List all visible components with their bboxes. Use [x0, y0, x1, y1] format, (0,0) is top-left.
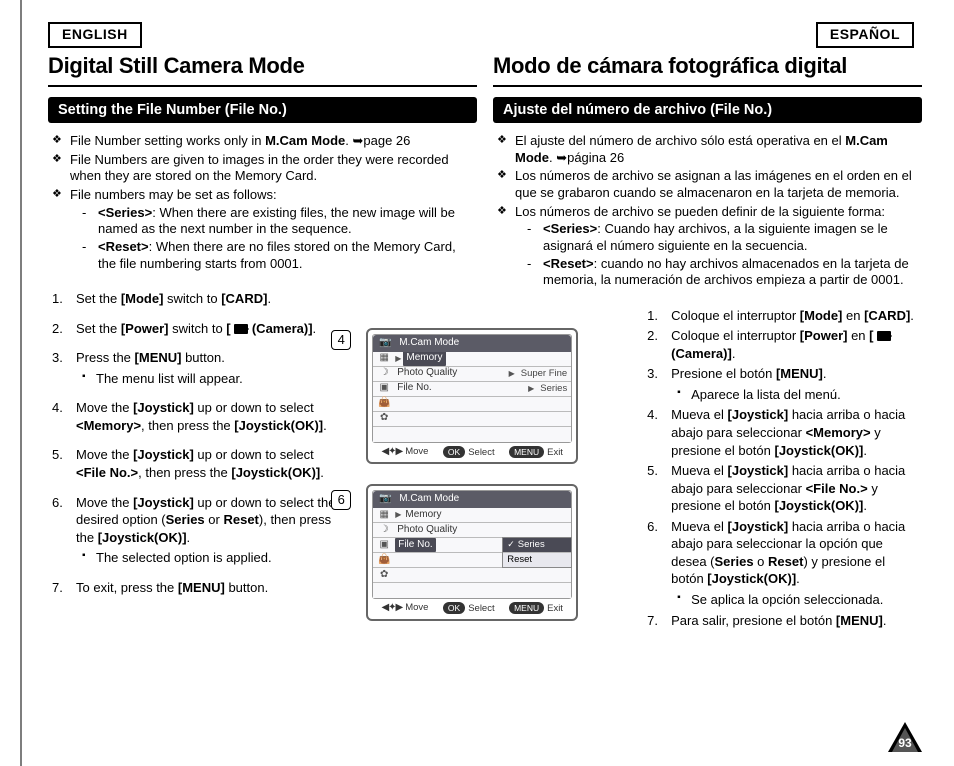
en-s6: Move the [Joystick] up or down to select… — [52, 494, 336, 567]
lcd-screen-step4: 📷M.Cam Mode ▦▶Memory ☽Photo Quality▶Supe… — [366, 328, 578, 464]
en-s2: Set the [Power] switch to [ (Camera)]. — [52, 320, 336, 338]
es-s6a: Se aplica la opción seleccionada. — [673, 591, 918, 609]
es-b3: Los números de archivo se pueden definir… — [497, 204, 918, 289]
es-s3: Presione el botón [MENU]. Aparece la lis… — [647, 365, 918, 403]
en-b3a: <Series>: When there are existing files,… — [82, 205, 473, 238]
en-b3b: <Reset>: When there are no files stored … — [82, 239, 473, 272]
es-s2: Coloque el interruptor [Power] en [ (Cam… — [647, 327, 918, 362]
es-s6: Mueva el [Joystick] hacia arriba o hacia… — [647, 518, 918, 609]
language-tabs: ENGLISH ESPAÑOL — [48, 22, 922, 48]
en-b1: File Number setting works only in M.Cam … — [52, 133, 473, 150]
es-s5: Mueva el [Joystick] hacia arriba o hacia… — [647, 462, 918, 515]
es-b3b: <Reset>: cuando no hay archivos almacena… — [527, 256, 918, 289]
es-intro-bullets: El ajuste del número de archivo sólo est… — [493, 133, 922, 299]
en-b2: File Numbers are given to images in the … — [52, 152, 473, 185]
es-b3a: <Series>: Cuando hay archivos, a la sigu… — [527, 221, 918, 254]
es-b1: El ajuste del número de archivo sólo est… — [497, 133, 918, 166]
lang-english: ENGLISH — [48, 22, 142, 48]
en-s7: To exit, press the [MENU] button. — [52, 579, 336, 597]
callout-6: 6 — [331, 490, 351, 510]
lang-spanish: ESPAÑOL — [816, 22, 914, 48]
en-intro-bullets: File Number setting works only in M.Cam … — [48, 133, 477, 282]
es-steps: Coloque el interruptor [Mode] en [CARD].… — [643, 299, 922, 629]
es-title: Modo de cámara fotográfica digital — [493, 52, 922, 88]
lcd-diagrams: 4 6 📷M.Cam Mode ▦▶Memory ☽Photo Quality▶… — [357, 328, 587, 641]
page-number-badge: 93 — [888, 722, 922, 752]
submenu-file-no: ✓Series Reset — [502, 537, 572, 568]
manual-page: ENGLISH ESPAÑOL Digital Still Camera Mod… — [0, 0, 954, 766]
en-title: Digital Still Camera Mode — [48, 52, 477, 88]
en-s6a: The selected option is applied. — [78, 549, 336, 567]
es-s4: Mueva el [Joystick] hacia arriba o hacia… — [647, 406, 918, 459]
en-s4: Move the [Joystick] up or down to select… — [52, 399, 336, 434]
es-s1: Coloque el interruptor [Mode] en [CARD]. — [647, 307, 918, 325]
en-s5: Move the [Joystick] up or down to select… — [52, 446, 336, 481]
en-b3: File numbers may be set as follows: <Ser… — [52, 187, 473, 272]
en-s3: Press the [MENU] button. The menu list w… — [52, 349, 336, 387]
en-s3a: The menu list will appear. — [78, 370, 336, 388]
es-s7: Para salir, presione el botón [MENU]. — [647, 612, 918, 630]
en-s1: Set the [Mode] switch to [CARD]. — [52, 290, 336, 308]
callout-4: 4 — [331, 330, 351, 350]
en-steps: Set the [Mode] switch to [CARD]. Set the… — [48, 282, 340, 596]
en-section-heading: Setting the File Number (File No.) — [48, 97, 477, 123]
es-section-heading: Ajuste del número de archivo (File No.) — [493, 97, 922, 123]
es-s3a: Aparece la lista del menú. — [673, 386, 918, 404]
es-b2: Los números de archivo se asignan a las … — [497, 168, 918, 201]
lcd-screen-step6: 📷M.Cam Mode ▦▶Memory ☽Photo Quality ▣Fil… — [366, 484, 578, 620]
